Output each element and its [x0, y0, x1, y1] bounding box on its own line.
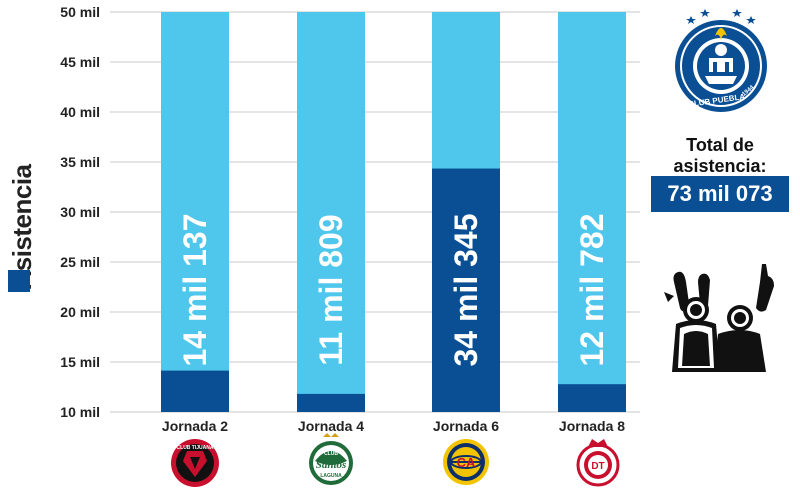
fans-cheering-icon	[664, 264, 774, 372]
y-tick-label: 25 mil	[60, 254, 100, 270]
bar-background	[161, 12, 229, 412]
total-label-line1: Total de	[686, 135, 754, 155]
y-axis-ticks: 10 mil 15 mil 20 mil 25 mil 30 mil 35 mil 40 m…	[60, 4, 100, 420]
america-logo-icon: CA	[443, 439, 489, 485]
toluca-logo-icon: DT	[576, 439, 620, 487]
opponent-logos: CLUB TIJUANA CLUB Santos LAGUNA CA	[171, 433, 620, 487]
total-value: 73 mil 073	[651, 176, 789, 212]
bar-data-label: 11 mil 809	[313, 214, 349, 365]
club-puebla-logo-icon: CLUB PUEBLA 1944	[675, 9, 767, 112]
bar-value	[161, 370, 229, 412]
bar-data-label: 14 mil 137	[177, 214, 213, 367]
y-tick-label: 45 mil	[60, 54, 100, 70]
bar-value	[432, 168, 500, 412]
x-tick-label: Jornada 8	[559, 418, 625, 434]
y-tick-label: 50 mil	[60, 4, 100, 20]
bar-data-label: 34 mil 345	[448, 214, 484, 367]
x-tick-label: Jornada 6	[433, 418, 499, 434]
bar-value	[297, 393, 365, 412]
x-tick-label: Jornada 4	[298, 418, 364, 434]
bars: 14 mil 137 11 mil 809 34 mil 345 12 mil 782	[161, 12, 626, 412]
svg-text:CLUB TIJUANA: CLUB TIJUANA	[177, 445, 214, 451]
total-label-line2: asistencia:	[673, 156, 767, 176]
bar-data-label: 12 mil 782	[574, 214, 610, 367]
tijuana-logo-icon: CLUB TIJUANA	[171, 439, 219, 487]
y-tick-label: 35 mil	[60, 154, 100, 170]
total-label: Total de asistencia:	[640, 135, 800, 177]
svg-text:Santos: Santos	[316, 459, 347, 471]
svg-text:CA: CA	[457, 455, 476, 470]
y-tick-label: 30 mil	[60, 204, 100, 220]
attendance-chart: 10 mil 15 mil 20 mil 25 mil 30 mil 35 mil 40 m…	[60, 4, 640, 487]
santos-logo-icon: CLUB Santos LAGUNA	[309, 433, 353, 485]
svg-text:CLUB: CLUB	[324, 451, 338, 457]
y-tick-label: 40 mil	[60, 104, 100, 120]
bar-background	[297, 12, 365, 412]
x-axis-ticks: Jornada 2 Jornada 4 Jornada 6 Jornada 8	[162, 418, 625, 434]
y-tick-label: 20 mil	[60, 304, 100, 320]
svg-text:LAGUNA: LAGUNA	[320, 473, 342, 479]
y-tick-label: 10 mil	[60, 404, 100, 420]
legend-swatch	[8, 270, 30, 292]
x-tick-label: Jornada 2	[162, 418, 228, 434]
summary-panel: CLUB PUEBLA 1944 Total de asistencia: 73…	[640, 0, 800, 494]
y-tick-label: 15 mil	[60, 354, 100, 370]
bar-background	[558, 12, 626, 412]
svg-text:DT: DT	[591, 461, 604, 472]
bar-value	[558, 384, 626, 412]
